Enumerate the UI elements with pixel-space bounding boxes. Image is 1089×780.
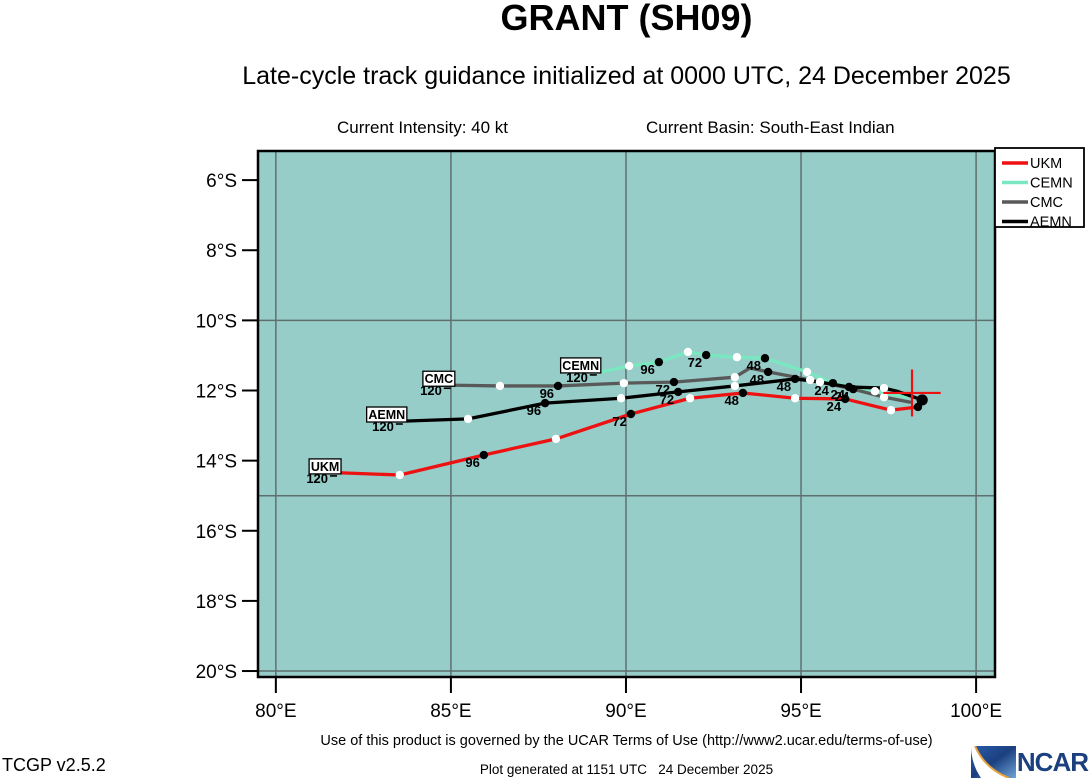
- y-axis-tick-label: 6°S: [206, 171, 237, 192]
- legend-label-UKM: UKM: [1030, 156, 1062, 172]
- track-point-24h-CMC: [553, 381, 563, 391]
- tau-label-96-CMC: 96: [540, 386, 554, 401]
- tau-label-24-AEMN: 24: [831, 387, 846, 402]
- tau-label-24-CEMN: 24: [814, 383, 829, 398]
- y-axis-tick-label: 20°S: [196, 662, 237, 683]
- track-point-24h-CEMN: [701, 350, 711, 360]
- app-version-label: TCGP v2.5.2: [2, 755, 106, 775]
- ncar-logo: NCAR: [970, 746, 1089, 778]
- track-point-12h-AEMN: [463, 414, 473, 424]
- model-label-CEMN: CEMN: [562, 359, 599, 373]
- tau-label-48-AEMN: 48: [777, 379, 791, 394]
- track-point-12h-CEMN: [732, 352, 742, 362]
- legend-label-AEMN: AEMN: [1030, 215, 1072, 231]
- tau-label-72-CMC: 72: [655, 382, 669, 397]
- track-point-24h-AEMN: [673, 387, 683, 397]
- tau-label-96-UKM: 96: [465, 455, 479, 470]
- track-point-12h-AEMN: [730, 381, 740, 391]
- tau-label-120-AEMN: 120: [372, 419, 394, 434]
- track-point-12h-UKM: [551, 434, 561, 444]
- model-label-AEMN: AEMN: [368, 408, 405, 422]
- x-axis-tick-label: 90°E: [605, 701, 646, 722]
- track-line-CMC: [454, 366, 912, 404]
- tau-label-96-AEMN: 96: [527, 403, 541, 418]
- track-point-24h-AEMN: [790, 374, 800, 384]
- tau-label-48-CMC: 48: [750, 372, 764, 387]
- tau-label-24-CMC: 24: [835, 389, 850, 404]
- track-point-12h-CMC: [879, 392, 889, 402]
- track-point-12h-CEMN: [683, 347, 693, 357]
- x-axis-tick-label: 95°E: [780, 701, 821, 722]
- track-point-24h-UKM: [479, 450, 489, 460]
- y-axis-tick-label: 8°S: [206, 241, 237, 262]
- y-axis-tick-label: 12°S: [196, 382, 237, 403]
- x-axis-tick-label: 80°E: [255, 701, 296, 722]
- track-point-12h-AEMN: [616, 394, 626, 403]
- track-point-12h-CEMN: [624, 361, 634, 371]
- track-point-24h-AEMN: [844, 382, 854, 392]
- tau-label-96-CEMN: 96: [640, 362, 654, 377]
- track-point-12h-CMC: [495, 381, 505, 391]
- legend-box: [994, 147, 1085, 228]
- track-point-12h-CEMN: [870, 387, 880, 396]
- track-point-12h-CMC: [619, 378, 629, 388]
- track-point-24h-CMC: [669, 377, 679, 387]
- current-intensity-label: Current Intensity: 40 kt: [337, 118, 509, 137]
- y-axis-tick-label: 10°S: [196, 311, 237, 332]
- track-point-12h-CEMN: [802, 367, 812, 377]
- model-label-CMC: CMC: [425, 372, 453, 386]
- tau-label-72-AEMN: 72: [660, 392, 674, 407]
- plot-subtitle: Late-cycle track guidance initialized at…: [242, 62, 1011, 90]
- tau-label-120-UKM: 120: [306, 471, 328, 486]
- ncar-logo-arc: [973, 746, 1010, 778]
- ncar-logo-emblem: [970, 746, 1016, 778]
- x-axis-tick-label: 100°E: [950, 701, 1002, 722]
- model-label-box-AEMN: [366, 406, 408, 423]
- y-axis-tick-label: 16°S: [196, 522, 237, 543]
- y-axis-tick-label: 18°S: [196, 592, 237, 613]
- track-point-12h-UKM: [790, 394, 800, 403]
- generated-timestamp: Plot generated at 1151 UTC 24 December 2…: [479, 762, 774, 777]
- ncar-logo-text: NCAR: [1016, 747, 1089, 777]
- track-point-24h-UKM: [738, 388, 748, 398]
- tau-label-72-UKM: 72: [612, 414, 626, 429]
- model-label-box-CEMN: [559, 357, 602, 374]
- tau-label-48-UKM: 48: [724, 393, 738, 408]
- x-axis-tick-label: 85°E: [430, 701, 471, 722]
- tau-label-24-UKM: 24: [827, 399, 842, 414]
- track-point-24h-AEMN: [540, 398, 550, 408]
- storm-title: GRANT (SH09): [500, 0, 753, 38]
- track-point-24h-UKM: [840, 394, 850, 404]
- tau-label-72-CEMN: 72: [688, 355, 702, 370]
- model-label-box-UKM: [308, 458, 342, 475]
- model-label-UKM: UKM: [311, 460, 339, 474]
- track-point-24h-AEMN: [916, 394, 928, 406]
- y-axis-tick-label: 14°S: [196, 452, 237, 473]
- legend-label-CEMN: CEMN: [1030, 176, 1073, 192]
- ncar-logo-swoosh: [970, 746, 1009, 778]
- track-point-12h-UKM: [395, 470, 404, 480]
- track-point-12h-AEMN: [879, 383, 889, 393]
- track-point-24h-CEMN: [760, 354, 770, 363]
- track-point-12h-CMC: [730, 372, 740, 382]
- current-basin-label: Current Basin: South-East Indian: [646, 118, 895, 137]
- track-point-12h-UKM: [886, 405, 896, 415]
- tau-label-120-CEMN: 120: [566, 370, 588, 385]
- model-label-box-CMC: [422, 370, 456, 387]
- track-point-24h-UKM: [626, 409, 636, 419]
- track-point-12h-CMC: [805, 375, 815, 385]
- tau-label-48-CEMN: 48: [747, 358, 761, 373]
- track-point-24h-CEMN: [654, 357, 664, 367]
- tau-label-120-CMC: 120: [420, 383, 442, 398]
- terms-of-use-text: Use of this product is governed by the U…: [320, 733, 933, 749]
- track-point-12h-UKM: [685, 394, 695, 403]
- track-point-12h-AEMN: [815, 377, 825, 387]
- legend-label-CMC: CMC: [1030, 195, 1063, 211]
- track-point-24h-CEMN: [828, 378, 838, 388]
- track-point-24h-CMC: [763, 367, 773, 377]
